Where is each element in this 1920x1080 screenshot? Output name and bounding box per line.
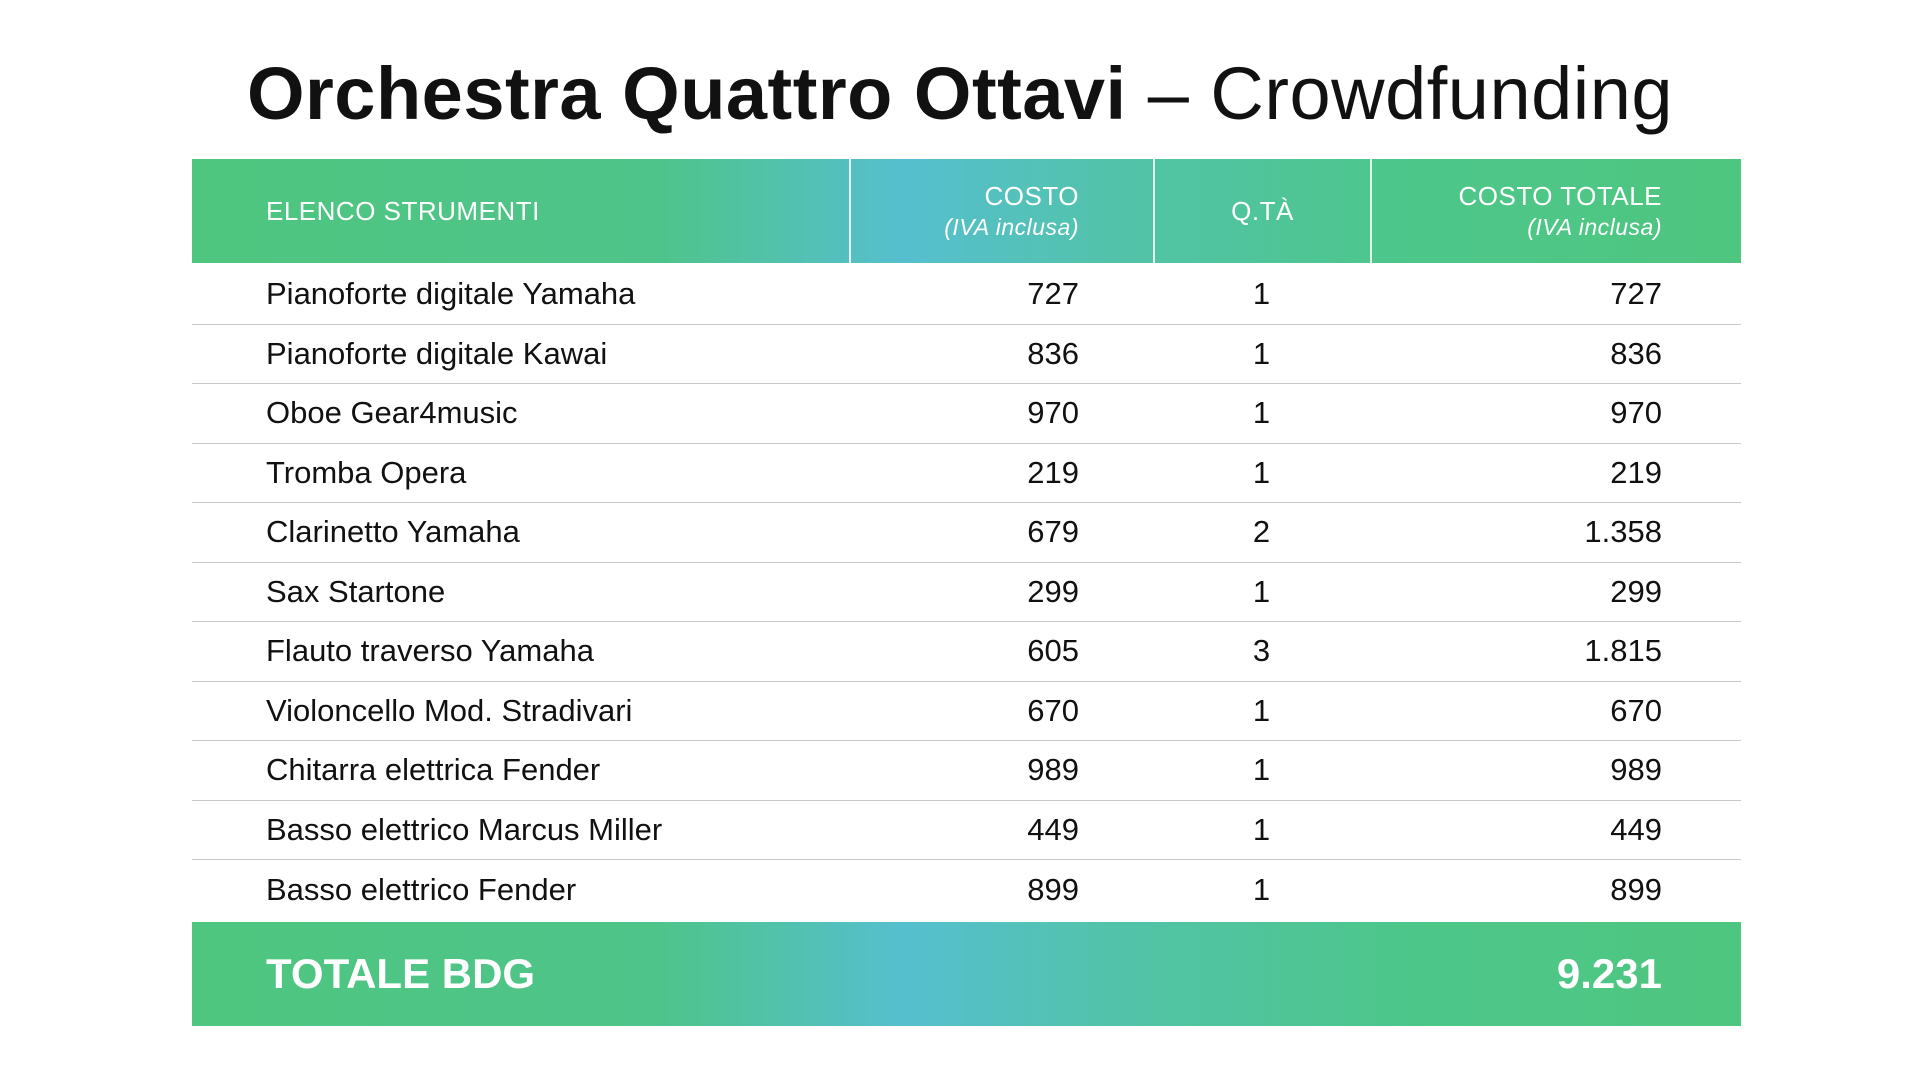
instrument-total: 970	[1610, 395, 1662, 431]
instrument-name: Sax Startone	[266, 573, 446, 609]
page-title: Orchestra Quattro Ottavi – Crowdfunding	[0, 44, 1920, 144]
instrument-qty: 1	[1252, 811, 1271, 847]
header-cost: COSTO (IVA inclusa)	[849, 159, 1153, 263]
header-total: COSTO TOTALE (IVA inclusa)	[1370, 159, 1741, 263]
instrument-qty: 1	[1252, 395, 1271, 431]
instrument-cost: 727	[1027, 276, 1079, 312]
instrument-total: 299	[1610, 573, 1662, 609]
instrument-cost: 679	[1027, 514, 1079, 550]
instrument-total: 219	[1610, 454, 1662, 490]
table-row: Basso elettrico Marcus Miller 449 1 449	[192, 801, 1741, 860]
instrument-total: 1.815	[1584, 633, 1662, 669]
footer-total-label: TOTALE BDG	[266, 949, 536, 997]
table-body: Pianoforte digitale Yamaha 727 1 727 Pianofo…	[192, 263, 1741, 920]
table-row: Violoncello Mod. Stradivari 670 1 670	[192, 682, 1741, 741]
instrument-qty: 1	[1252, 871, 1271, 907]
table-row: Flauto traverso Yamaha 605 3 1.815	[192, 622, 1741, 682]
instrument-total: 1.358	[1584, 514, 1662, 550]
instrument-name: Basso elettrico Marcus Miller	[266, 811, 663, 847]
table-row: Oboe Gear4music 970 1 970	[192, 384, 1741, 444]
instrument-cost: 836	[1027, 335, 1079, 371]
instrument-qty: 1	[1252, 454, 1271, 490]
instrument-cost: 989	[1027, 752, 1079, 788]
instrument-total: 670	[1610, 692, 1662, 728]
instrument-total: 836	[1610, 335, 1662, 371]
instrument-name: Oboe Gear4music	[266, 395, 518, 431]
table-row: Pianoforte digitale Kawai 836 1 836	[192, 325, 1741, 384]
instrument-qty: 1	[1252, 692, 1271, 728]
header-instruments-label: ELENCO STRUMENTI	[266, 195, 540, 226]
table-row: Chitarra elettrica Fender 989 1 989	[192, 741, 1741, 801]
table-header: ELENCO STRUMENTI COSTO (IVA inclusa) Q.T…	[192, 159, 1741, 263]
header-qty: Q.TÀ	[1153, 159, 1370, 263]
instrument-total: 899	[1610, 871, 1662, 907]
instrument-name: Pianoforte digitale Yamaha	[266, 276, 636, 312]
instrument-qty: 1	[1252, 752, 1271, 788]
budget-table: ELENCO STRUMENTI COSTO (IVA inclusa) Q.T…	[192, 159, 1741, 1026]
instrument-name: Pianoforte digitale Kawai	[266, 335, 608, 371]
instrument-name: Basso elettrico Fender	[266, 871, 577, 907]
instrument-name: Flauto traverso Yamaha	[266, 633, 594, 669]
header-instruments: ELENCO STRUMENTI	[192, 159, 849, 263]
instrument-qty: 1	[1252, 276, 1271, 312]
table-row: Basso elettrico Fender 899 1 899	[192, 860, 1741, 920]
header-qty-label: Q.TÀ	[1231, 195, 1294, 226]
header-total-label: COSTO TOTALE	[1458, 181, 1662, 211]
table-row: Tromba Opera 219 1 219	[192, 444, 1741, 503]
table-row: Clarinetto Yamaha 679 2 1.358	[192, 503, 1741, 563]
title-main: Orchestra Quattro Ottavi	[246, 52, 1127, 135]
table-row: Sax Startone 299 1 299	[192, 563, 1741, 622]
instrument-name: Chitarra elettrica Fender	[266, 752, 601, 788]
instrument-qty: 1	[1252, 335, 1271, 371]
table-row: Pianoforte digitale Yamaha 727 1 727	[192, 265, 1741, 325]
instrument-qty: 3	[1252, 633, 1271, 669]
instrument-total: 449	[1610, 811, 1662, 847]
instrument-name: Tromba Opera	[266, 454, 467, 490]
instrument-name: Clarinetto Yamaha	[266, 514, 520, 550]
title-separator: –	[1147, 52, 1190, 135]
instrument-cost: 970	[1027, 395, 1079, 431]
instrument-total: 989	[1610, 752, 1662, 788]
header-cost-label: COSTO	[984, 181, 1079, 211]
instrument-qty: 2	[1252, 514, 1271, 550]
header-total-note: (IVA inclusa)	[1527, 214, 1662, 240]
instrument-qty: 1	[1252, 573, 1271, 609]
header-cost-note: (IVA inclusa)	[944, 214, 1079, 240]
instrument-cost: 449	[1027, 811, 1079, 847]
table-footer: TOTALE BDG 9.231	[192, 921, 1741, 1026]
instrument-cost: 299	[1027, 573, 1079, 609]
title-subtitle: Crowdfunding	[1210, 52, 1674, 135]
instrument-cost: 219	[1027, 454, 1079, 490]
instrument-cost: 670	[1027, 692, 1079, 728]
instrument-name: Violoncello Mod. Stradivari	[266, 692, 633, 728]
instrument-cost: 605	[1027, 633, 1079, 669]
instrument-total: 727	[1610, 276, 1662, 312]
instrument-cost: 899	[1027, 871, 1079, 907]
footer-total-value: 9.231	[1556, 949, 1662, 997]
